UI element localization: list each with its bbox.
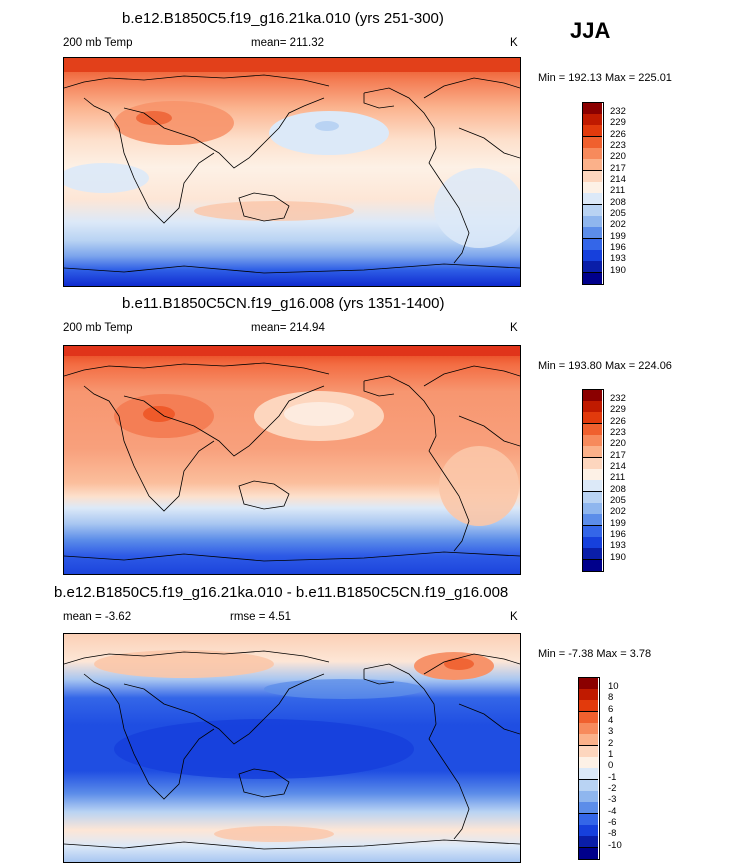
- colorbar-label: 196: [610, 529, 626, 540]
- colorbar-label: -6: [608, 817, 617, 828]
- colorbar-label: 10: [608, 681, 619, 692]
- panel-1-coastlines: [64, 74, 520, 274]
- panel-2-colorbar: [582, 389, 604, 572]
- panel-3-difference-field: [64, 634, 520, 862]
- colorbar-label: 223: [610, 427, 626, 438]
- colorbar-label: 214: [610, 174, 626, 185]
- colorbar-swatch: [579, 700, 598, 712]
- colorbar-label: -2: [608, 783, 617, 794]
- colorbar-swatch: [583, 193, 602, 205]
- colorbar-label: 202: [610, 506, 626, 517]
- colorbar-swatch: [583, 227, 602, 239]
- colorbar-label: 190: [610, 552, 626, 563]
- colorbar-label: 199: [610, 231, 626, 242]
- colorbar-label: 217: [610, 450, 626, 461]
- panel-2-title: b.e11.B1850C5CN.f19_g16.008 (yrs 1351-14…: [122, 295, 445, 312]
- panel-3-coastlines: [64, 650, 520, 850]
- colorbar-label: 205: [610, 495, 626, 506]
- colorbar-label: 0: [608, 760, 614, 771]
- colorbar-label: 229: [610, 117, 626, 128]
- colorbar-label: -10: [608, 840, 622, 851]
- colorbar-label: 217: [610, 163, 626, 174]
- colorbar-label: 190: [610, 265, 626, 276]
- colorbar-label: 232: [610, 393, 626, 404]
- colorbar-label: 6: [608, 704, 614, 715]
- panel-3-rmse-label: rmse = 4.51: [230, 611, 292, 623]
- colorbar-label: 193: [610, 253, 626, 264]
- colorbar-swatch: [579, 734, 598, 746]
- colorbar-swatch: [579, 848, 598, 859]
- colorbar-label: 211: [610, 472, 626, 483]
- panel-1-temperature-field: [64, 58, 520, 286]
- colorbar-label: 8: [608, 692, 614, 703]
- colorbar-swatch: [583, 548, 602, 560]
- colorbar-label: 211: [610, 185, 626, 196]
- panel-1-mean-label: mean= 211.32: [251, 37, 324, 49]
- colorbar-label: 205: [610, 208, 626, 219]
- colorbar-swatch: [583, 446, 602, 458]
- colorbar-label: 220: [610, 151, 626, 162]
- panel-2-minmax: Min = 193.80 Max = 224.06: [538, 360, 672, 372]
- season-label: JJA: [570, 18, 611, 43]
- panel-3-minmax: Min = -7.38 Max = 3.78: [538, 648, 652, 660]
- panel-2-units-label: K: [510, 322, 518, 334]
- colorbar-label: 208: [610, 484, 626, 495]
- colorbar-label: 202: [610, 219, 626, 230]
- colorbar-swatch: [583, 514, 602, 526]
- colorbar-swatch: [583, 159, 602, 171]
- panel-1-colorbar: [582, 102, 604, 285]
- panel-3-title: b.e12.B1850C5.f19_g16.21ka.010 - b.e11.B…: [54, 584, 509, 601]
- colorbar-label: 220: [610, 438, 626, 449]
- colorbar-label: 193: [610, 540, 626, 551]
- panel-3-mean-label: mean = -3.62: [63, 611, 132, 623]
- colorbar-label: 2: [608, 738, 614, 749]
- colorbar-label: 208: [610, 197, 626, 208]
- panel-3-colorbar: [578, 677, 600, 860]
- panel-1-title: b.e12.B1850C5.f19_g16.21ka.010 (yrs 251-…: [122, 10, 444, 27]
- panel-1-minmax: Min = 192.13 Max = 225.01: [538, 72, 672, 84]
- colorbar-label: 199: [610, 518, 626, 529]
- colorbar-label: 223: [610, 140, 626, 151]
- colorbar-label: 1: [608, 749, 614, 760]
- colorbar-label: 229: [610, 404, 626, 415]
- colorbar-swatch: [583, 273, 602, 284]
- colorbar-label: 226: [610, 416, 626, 427]
- colorbar-label: 4: [608, 715, 614, 726]
- colorbar-swatch: [579, 768, 598, 780]
- panel-2-temperature-field: [64, 346, 520, 574]
- panel-1-variable-label: 200 mb Temp: [63, 37, 133, 49]
- colorbar-swatch: [583, 125, 602, 137]
- colorbar-swatch: [583, 480, 602, 492]
- panel-1-map: [63, 57, 521, 287]
- colorbar-label: 232: [610, 106, 626, 117]
- colorbar-swatch: [583, 261, 602, 273]
- panel-2-variable-label: 200 mb Temp: [63, 322, 133, 334]
- panel-2-map: [63, 345, 521, 575]
- colorbar-label: -4: [608, 806, 617, 817]
- colorbar-label: -8: [608, 828, 617, 839]
- panel-1-units-label: K: [510, 37, 518, 49]
- colorbar-swatch: [583, 560, 602, 571]
- colorbar-label: 226: [610, 129, 626, 140]
- colorbar-label: 196: [610, 242, 626, 253]
- colorbar-swatch: [583, 412, 602, 424]
- colorbar-label: 214: [610, 461, 626, 472]
- panel-2-mean-label: mean= 214.94: [251, 322, 325, 334]
- panel-3-map: [63, 633, 521, 863]
- colorbar-swatch: [579, 802, 598, 814]
- colorbar-label: -1: [608, 772, 617, 783]
- colorbar-label: 3: [608, 726, 614, 737]
- colorbar-swatch: [579, 836, 598, 848]
- panel-3-units-label: K: [510, 611, 518, 623]
- panel-2-coastlines: [64, 362, 520, 562]
- colorbar-label: -3: [608, 794, 617, 805]
